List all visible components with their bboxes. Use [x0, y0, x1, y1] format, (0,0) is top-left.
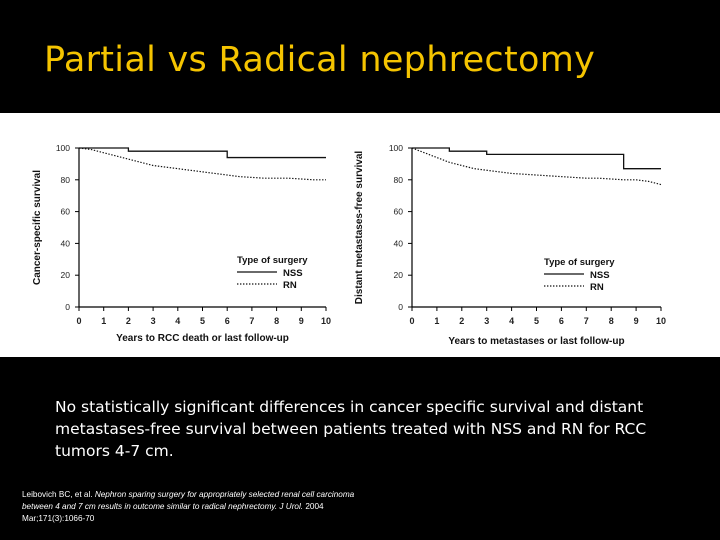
- citation-article: Nephron sparing surgery for appropriatel…: [22, 490, 355, 511]
- chart2-legend-title: Type of surgery: [544, 257, 615, 268]
- chart2-y-tick-label: 20: [394, 270, 404, 280]
- chart2-x-tick-label: 6: [559, 316, 564, 326]
- chart1-x-tick-label: 2: [126, 316, 131, 326]
- chart1-y-axis-label: Cancer-specific survival: [32, 170, 43, 285]
- chart1-x-tick-label: 10: [321, 316, 331, 326]
- chart1-x-axis-label: Years to RCC death or last follow-up: [116, 333, 289, 344]
- chart1-series-rn-line: [78, 147, 326, 181]
- chart1-legend-title: Type of surgery: [237, 255, 308, 266]
- chart1-y-tick-label: 60: [61, 207, 71, 217]
- chart2-x-axis-label: Years to metastases or last follow-up: [448, 336, 624, 347]
- chart1-x-tick-label: 8: [274, 316, 279, 326]
- chart2-y-axis-label: Distant metastases-free survival: [354, 151, 365, 305]
- chart2-legend-label-nss: NSS: [590, 270, 610, 281]
- chart2-y-tick-label: 40: [394, 238, 404, 248]
- chart2-x-tick-label: 0: [409, 316, 414, 326]
- chart1-series-nss-line: [79, 147, 326, 159]
- chart1-y-tick-label: 80: [61, 175, 71, 185]
- chart1-y-tick-label: 20: [61, 270, 71, 280]
- chart1-x-tick-label: 6: [225, 316, 230, 326]
- chart2-y-tick-label: 100: [389, 143, 403, 153]
- chart2-x-tick-label: 5: [534, 316, 539, 326]
- citation: Leibovich BC, et al. Nephron sparing sur…: [22, 489, 382, 525]
- chart1-y-tick-label: 40: [61, 238, 71, 248]
- chart2-y-tick-label: 80: [394, 175, 404, 185]
- survival-figure: 0 20 40 60 80 100 0 1 2 3 4 5 6 7 8 9 10 Years to RCC dea…: [0, 113, 720, 357]
- chart1-x-tick-label: 5: [200, 316, 205, 326]
- summary-text: No statistically significant differences…: [55, 398, 647, 460]
- chart1-x-tick-label: 7: [249, 316, 254, 326]
- chart2-x-tick-label: 9: [634, 316, 639, 326]
- citation-source: 2004 Mar;171(3):1066-70: [22, 502, 324, 523]
- chart2-legend-label-rn: RN: [590, 282, 604, 293]
- chart1-x-tick-label: 1: [101, 316, 106, 326]
- citation-authors: Leibovich BC, et al.: [22, 490, 95, 499]
- chart1-x-tick-label: 3: [151, 316, 156, 326]
- chart1-y-tick-label: 100: [56, 143, 70, 153]
- chart2-x-tick-label: 4: [509, 316, 514, 326]
- chart2-series-nss-line: [412, 147, 661, 170]
- chart1-y-tick-label: 0: [65, 302, 70, 312]
- chart2-y-tick-label: 0: [398, 302, 403, 312]
- chart2-x-tick-label: 8: [609, 316, 614, 326]
- slide-title: Partial vs Radical nephrectomy: [44, 40, 596, 80]
- chart1-x-tick-label: 4: [175, 316, 180, 326]
- chart1-legend-label-rn: RN: [283, 280, 297, 291]
- chart2-y-tick-label: 60: [394, 207, 404, 217]
- chart1-x-tick-label: 0: [76, 316, 81, 326]
- chart2-x-tick-label: 7: [584, 316, 589, 326]
- chart2-x-tick-label: 2: [459, 316, 464, 326]
- chart2-x-tick-label: 1: [434, 316, 439, 326]
- chart2-x-tick-label: 3: [484, 316, 489, 326]
- chart2-x-tick-label: 10: [656, 316, 666, 326]
- chart1-legend-label-nss: NSS: [283, 268, 303, 279]
- chart1-x-tick-label: 9: [299, 316, 304, 326]
